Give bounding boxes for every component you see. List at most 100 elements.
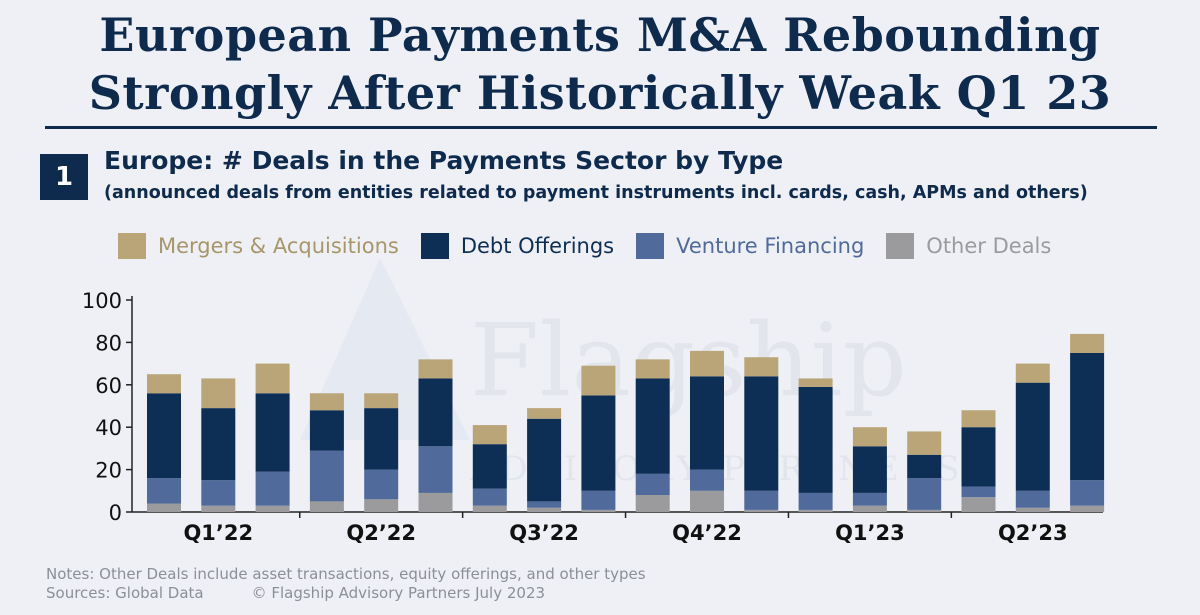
bar-segment-ma [527,408,562,419]
bar-segment-other [1070,505,1105,512]
legend-item-ma: Mergers & Acquisitions [118,233,399,259]
bar-segment-venture [690,469,724,491]
bar-segment-other [581,509,616,512]
bar-segment-venture [581,490,616,510]
bar-segment-other [147,503,181,512]
bar-segment-ma [364,393,399,409]
bar-segment-ma [690,350,724,377]
bar-segment-ma [581,365,616,396]
bar-segment-other [690,490,724,512]
section-number-badge: 1 [40,154,88,200]
bar-segment-ma [744,357,779,377]
legend-item-other: Other Deals [886,233,1051,259]
bar-segment-other [907,509,942,512]
watermark-text: Flagship [470,302,907,419]
bar-segment-other [961,497,996,512]
bar-segment-debt [201,408,236,481]
title-line-1: European Payments M&A Rebounding [99,8,1101,62]
copyright-text: © Flagship Advisory Partners July 2023 [251,584,546,602]
bar-segment-other [418,492,453,512]
bar-segment-ma [907,431,942,455]
bar-segment-debt [1015,382,1050,491]
bar-segment-debt [907,454,942,479]
bar-segment-debt [1070,353,1105,481]
bar-segment-venture [1015,490,1050,508]
bar-segment-other [201,505,236,512]
y-tick-label: 60 [95,374,122,398]
legend-label-debt: Debt Offerings [460,234,615,258]
bar-segment-debt [744,376,779,491]
bar-segment-other [798,509,833,512]
x-quarter-label: Q1’23 [835,521,905,545]
legend-item-venture: Venture Financing [636,233,864,259]
bar-segment-debt [418,378,453,447]
bar-segment-venture [309,450,344,502]
sources-line: Sources: Global Data © Flagship Advisory … [46,584,646,603]
title-divider [45,126,1157,129]
bar-segment-venture [961,486,996,498]
bar-segment-debt [527,418,562,502]
bar-segment-venture [1070,480,1105,506]
bar-segment-ma [852,427,887,447]
bar-segment-ma [255,363,290,394]
title-line-2: Strongly After Historically Weak Q1 23 [88,66,1112,120]
page-title: European Payments M&A Rebounding Strongl… [0,6,1200,122]
bar-segment-debt [581,395,616,491]
y-tick-label: 80 [95,331,122,355]
x-quarter-label: Q2’22 [346,521,416,545]
bar-segment-debt [798,386,833,493]
legend-swatch-venture [636,233,665,259]
y-tick-label: 40 [95,416,122,440]
bar-segment-other [527,507,562,512]
legend-label-ma: Mergers & Acquisitions [158,234,399,258]
bar-segment-debt [961,427,996,487]
bar-segment-ma [418,359,453,379]
bar-segment-other [309,501,344,512]
y-tick-label: 0 [109,501,122,525]
chart-legend: Mergers & Acquisitions Debt Offerings Ve… [118,232,1051,260]
legend-label-other: Other Deals [926,234,1052,258]
bar-segment-debt [635,378,670,474]
chart-bars [147,333,1105,512]
legend-swatch-ma [118,233,146,259]
bar-segment-venture [418,446,453,493]
bar-segment-other [852,505,887,512]
chart-labels: 0 20 40 60 80 100 Q1’22 Q2’22 Q3’22 Q4’22 Q1’23 Q2’… [82,289,1068,545]
y-tick-label: 100 [82,289,122,313]
bar-segment-ma [147,374,181,394]
bar-segment-other [364,499,399,512]
bar-segment-other [255,505,290,512]
sources-text: Sources: Global Data [46,584,204,602]
bar-segment-other [744,509,779,512]
bar-segment-debt [309,410,344,451]
bar-segment-ma [201,378,236,409]
bar-segment-venture [907,478,942,510]
bar-segment-ma [961,410,996,428]
chart-subtitle-note: (announced deals from entities related t… [104,183,1088,203]
bar-segment-debt [147,393,181,479]
legend-label-venture: Venture Financing [676,234,865,258]
bar-segment-debt [255,393,290,472]
bar-segment-ma [472,425,507,445]
bar-segment-ma [309,393,344,411]
bar-segment-other [635,495,670,512]
bar-segment-venture [744,490,779,510]
bar-segment-debt [852,446,887,493]
legend-swatch-other [886,233,915,259]
bar-segment-debt [472,444,507,489]
bar-segment-venture [147,478,181,504]
chart-notes: Notes: Other Deals include asset transac… [46,565,646,603]
bar-segment-venture [798,492,833,510]
legend-swatch-debt [420,233,449,259]
bar-segment-ma [1070,333,1105,353]
bar-segment-venture [472,488,507,506]
bar-segment-other [472,505,507,512]
bar-segment-venture [527,501,562,508]
bar-segment-venture [255,471,290,506]
x-quarter-label: Q1’22 [183,521,253,545]
chart-subtitle: Europe: # Deals in the Payments Sector b… [104,146,784,175]
bar-segment-venture [635,473,670,496]
bar-segment-venture [364,469,399,500]
x-quarter-label: Q2’23 [998,521,1068,545]
